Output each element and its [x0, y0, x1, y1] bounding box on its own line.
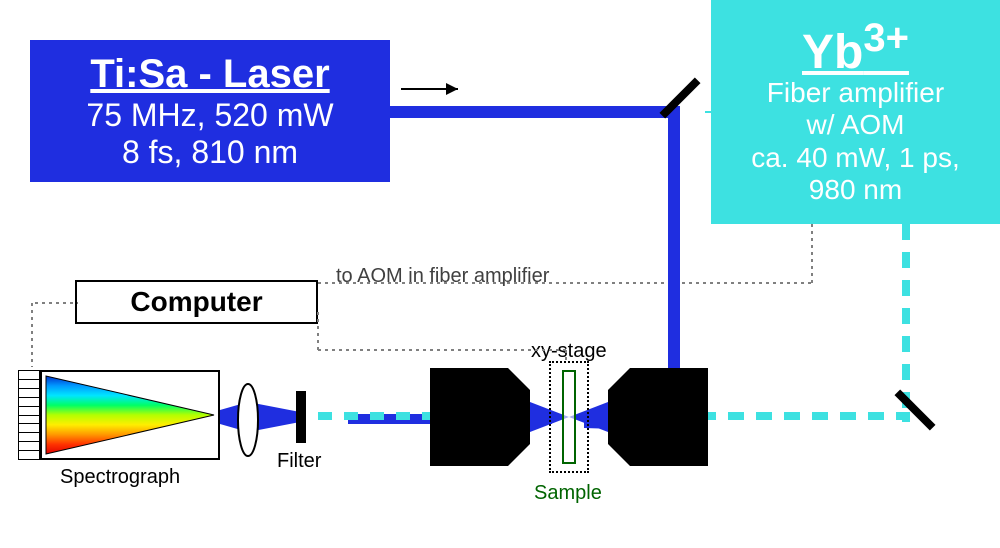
tisa-laser-title: Ti:Sa - Laser	[90, 52, 329, 97]
diode-cell	[18, 442, 40, 451]
sample-rect	[562, 370, 576, 464]
diode-cell	[18, 380, 40, 389]
diode-cell	[18, 398, 40, 407]
yb-title-main: Yb	[802, 26, 863, 79]
yb-spec-line2: w/ AOM	[806, 109, 904, 141]
yb-spec-line4: 980 nm	[809, 174, 902, 206]
spectrograph-label: Spectrograph	[60, 466, 180, 489]
aom-caption: to AOM in fiber amplifier	[336, 265, 549, 288]
yb-amplifier-box: Yb3+ Fiber amplifier w/ AOM ca. 40 mW, 1…	[711, 0, 1000, 224]
diode-cell	[18, 424, 40, 433]
diode-cell	[18, 416, 40, 425]
filter-label: Filter	[277, 450, 321, 473]
rainbow-prism-icon	[42, 372, 218, 458]
diode-cell	[18, 407, 40, 416]
filter-rect	[296, 391, 306, 443]
tisa-laser-spec-line1: 75 MHz, 520 mW	[86, 97, 333, 134]
tisa-laser-spec-line2: 8 fs, 810 nm	[122, 134, 298, 171]
tisa-laser-box: Ti:Sa - Laser 75 MHz, 520 mW 8 fs, 810 n…	[30, 40, 390, 182]
yb-spec-line1: Fiber amplifier	[767, 77, 944, 109]
computer-label: Computer	[130, 286, 262, 318]
diode-cell	[18, 451, 40, 460]
yb-title-sup: 3+	[863, 16, 909, 60]
xy-stage-label: xy-stage	[531, 340, 607, 363]
computer-box: Computer	[75, 280, 318, 324]
sample-label: Sample	[534, 482, 602, 505]
spectrograph-box	[40, 370, 220, 460]
diode-cell	[18, 370, 40, 380]
yb-amplifier-title: Yb3+	[802, 18, 909, 77]
diode-cell	[18, 389, 40, 398]
yb-spec-line3: ca. 40 mW, 1 ps,	[751, 142, 960, 174]
diode-cell	[18, 433, 40, 442]
diode-array-box	[18, 370, 40, 460]
